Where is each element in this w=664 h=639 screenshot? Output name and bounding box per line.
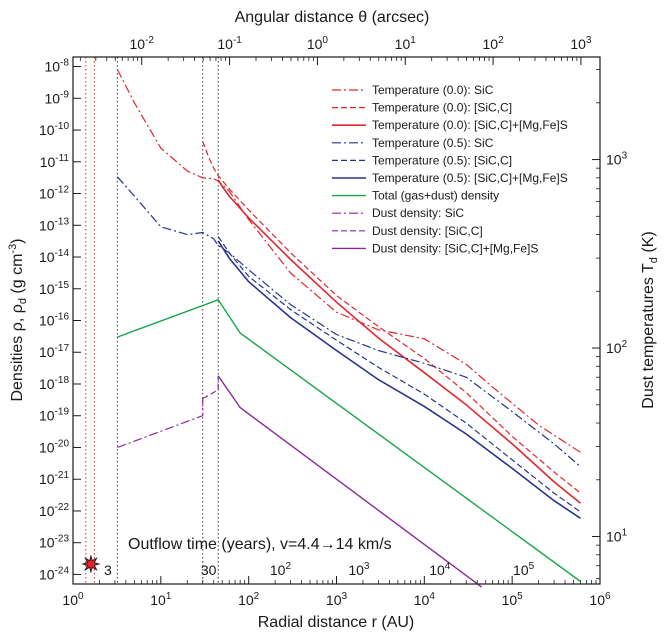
outflow-tick-label: 105: [513, 561, 535, 578]
x-tick-label: 105: [502, 591, 524, 608]
yl-tick-label: 10-24: [39, 565, 69, 582]
outflow-axis-title: Outflow time (years), v=4.4→14 km/s: [128, 536, 392, 553]
x-tick-label: 101: [150, 591, 172, 608]
legend: Temperature (0.0): SiC Temperature (0.0):…: [332, 83, 568, 255]
yl-tick-label: 10-16: [39, 312, 69, 329]
legend-label: Temperature (0.0): SiC: [372, 83, 494, 97]
top-tick-label: 101: [395, 35, 417, 52]
yl-tick-label: 10-9: [45, 89, 70, 106]
yl-tick-label: 10-10: [39, 121, 69, 138]
yl-tick-label: 10-23: [39, 534, 69, 551]
tick-labels: 100 101 102 103 104 105 106 10-2 10-1 100 101 102 10…: [39, 35, 628, 608]
series-line-7: [117, 299, 581, 583]
y-right-axis-title: Dust temperatures Td (K): [640, 231, 660, 408]
series-line-3: [217, 179, 582, 504]
yl-tick-label: 10-14: [39, 248, 69, 265]
legend-label: Total (gas+dust) density: [372, 189, 499, 203]
series-line-8: [117, 398, 204, 449]
top-tick-label: 102: [482, 35, 504, 52]
star-icon: [81, 554, 101, 574]
outflow-tick-label: 102: [270, 561, 292, 578]
x-axis-title: Radial distance r (AU): [258, 614, 415, 631]
series-line-2: [202, 141, 581, 494]
yl-tick-label: 10-13: [39, 216, 69, 233]
yl-tick-label: 10-19: [39, 407, 69, 424]
legend-label: Temperature (0.0): [SiC,C]+[Mg,Fe]S: [372, 118, 568, 132]
outflow-tick-label: 30: [201, 562, 217, 578]
top-axis-title: Angular distance θ (arcsec): [235, 9, 430, 26]
x-tick-label: 104: [414, 591, 436, 608]
yl-tick-label: 10-12: [39, 185, 69, 202]
series-line-10: [217, 375, 483, 588]
plot-frame: [72, 56, 601, 585]
yl-tick-label: 10-18: [39, 375, 69, 392]
series-line-6: [217, 240, 581, 519]
series-lines: [116, 69, 582, 588]
top-tick-label: 10-1: [217, 35, 242, 52]
legend-label: Dust density: SiC: [372, 206, 464, 220]
star-icon-shape: [81, 554, 101, 574]
series-line-4: [116, 176, 581, 468]
yr-tick-label: 103: [606, 151, 628, 168]
outflow-tick-label: 3: [104, 562, 112, 578]
top-tick-label: 103: [570, 35, 592, 52]
series-line-1: [116, 69, 581, 453]
legend-label: Temperature (0.5): SiC: [372, 136, 494, 150]
outflow-tick-label: 104: [429, 561, 451, 578]
yl-tick-label: 10-22: [39, 502, 69, 519]
legend-label: Dust density: [SiC,C]+[Mg,Fe]S: [372, 241, 538, 255]
yl-tick-label: 10-20: [39, 438, 69, 455]
legend-label: Dust density: [SiC,C]: [372, 224, 483, 238]
x-tick-label: 103: [326, 591, 348, 608]
yl-tick-label: 10-21: [39, 470, 69, 487]
series-line-9: [202, 375, 219, 400]
yr-tick-label: 101: [606, 528, 628, 545]
legend-label: Temperature (0.5): [SiC,C]+[Mg,Fe]S: [372, 171, 568, 185]
yl-tick-label: 10-17: [39, 343, 69, 360]
series-line-5: [217, 236, 581, 513]
yl-tick-label: 10-8: [45, 58, 70, 75]
y-left-axis-title: Densities ρ, ρd (g cm-3): [7, 238, 29, 401]
legend-label: Temperature (0.0): [SiC,C]: [372, 101, 512, 115]
tick-marks: [72, 57, 601, 584]
outflow-tick-label: 103: [348, 561, 370, 578]
x-tick-label: 102: [238, 591, 260, 608]
yl-tick-label: 10-15: [39, 280, 69, 297]
top-tick-label: 10-2: [129, 35, 154, 52]
yr-tick-label: 102: [606, 339, 628, 356]
outflow-time-axis: Outflow time (years), v=4.4→14 km/s 3 30 1…: [104, 536, 535, 578]
yl-tick-label: 10-11: [40, 153, 70, 170]
legend-label: Temperature (0.5): [SiC,C]: [372, 153, 512, 167]
top-tick-label: 100: [307, 35, 329, 52]
x-tick-label: 100: [62, 591, 84, 608]
reference-lines: [85, 57, 219, 584]
x-tick-label: 106: [589, 591, 611, 608]
